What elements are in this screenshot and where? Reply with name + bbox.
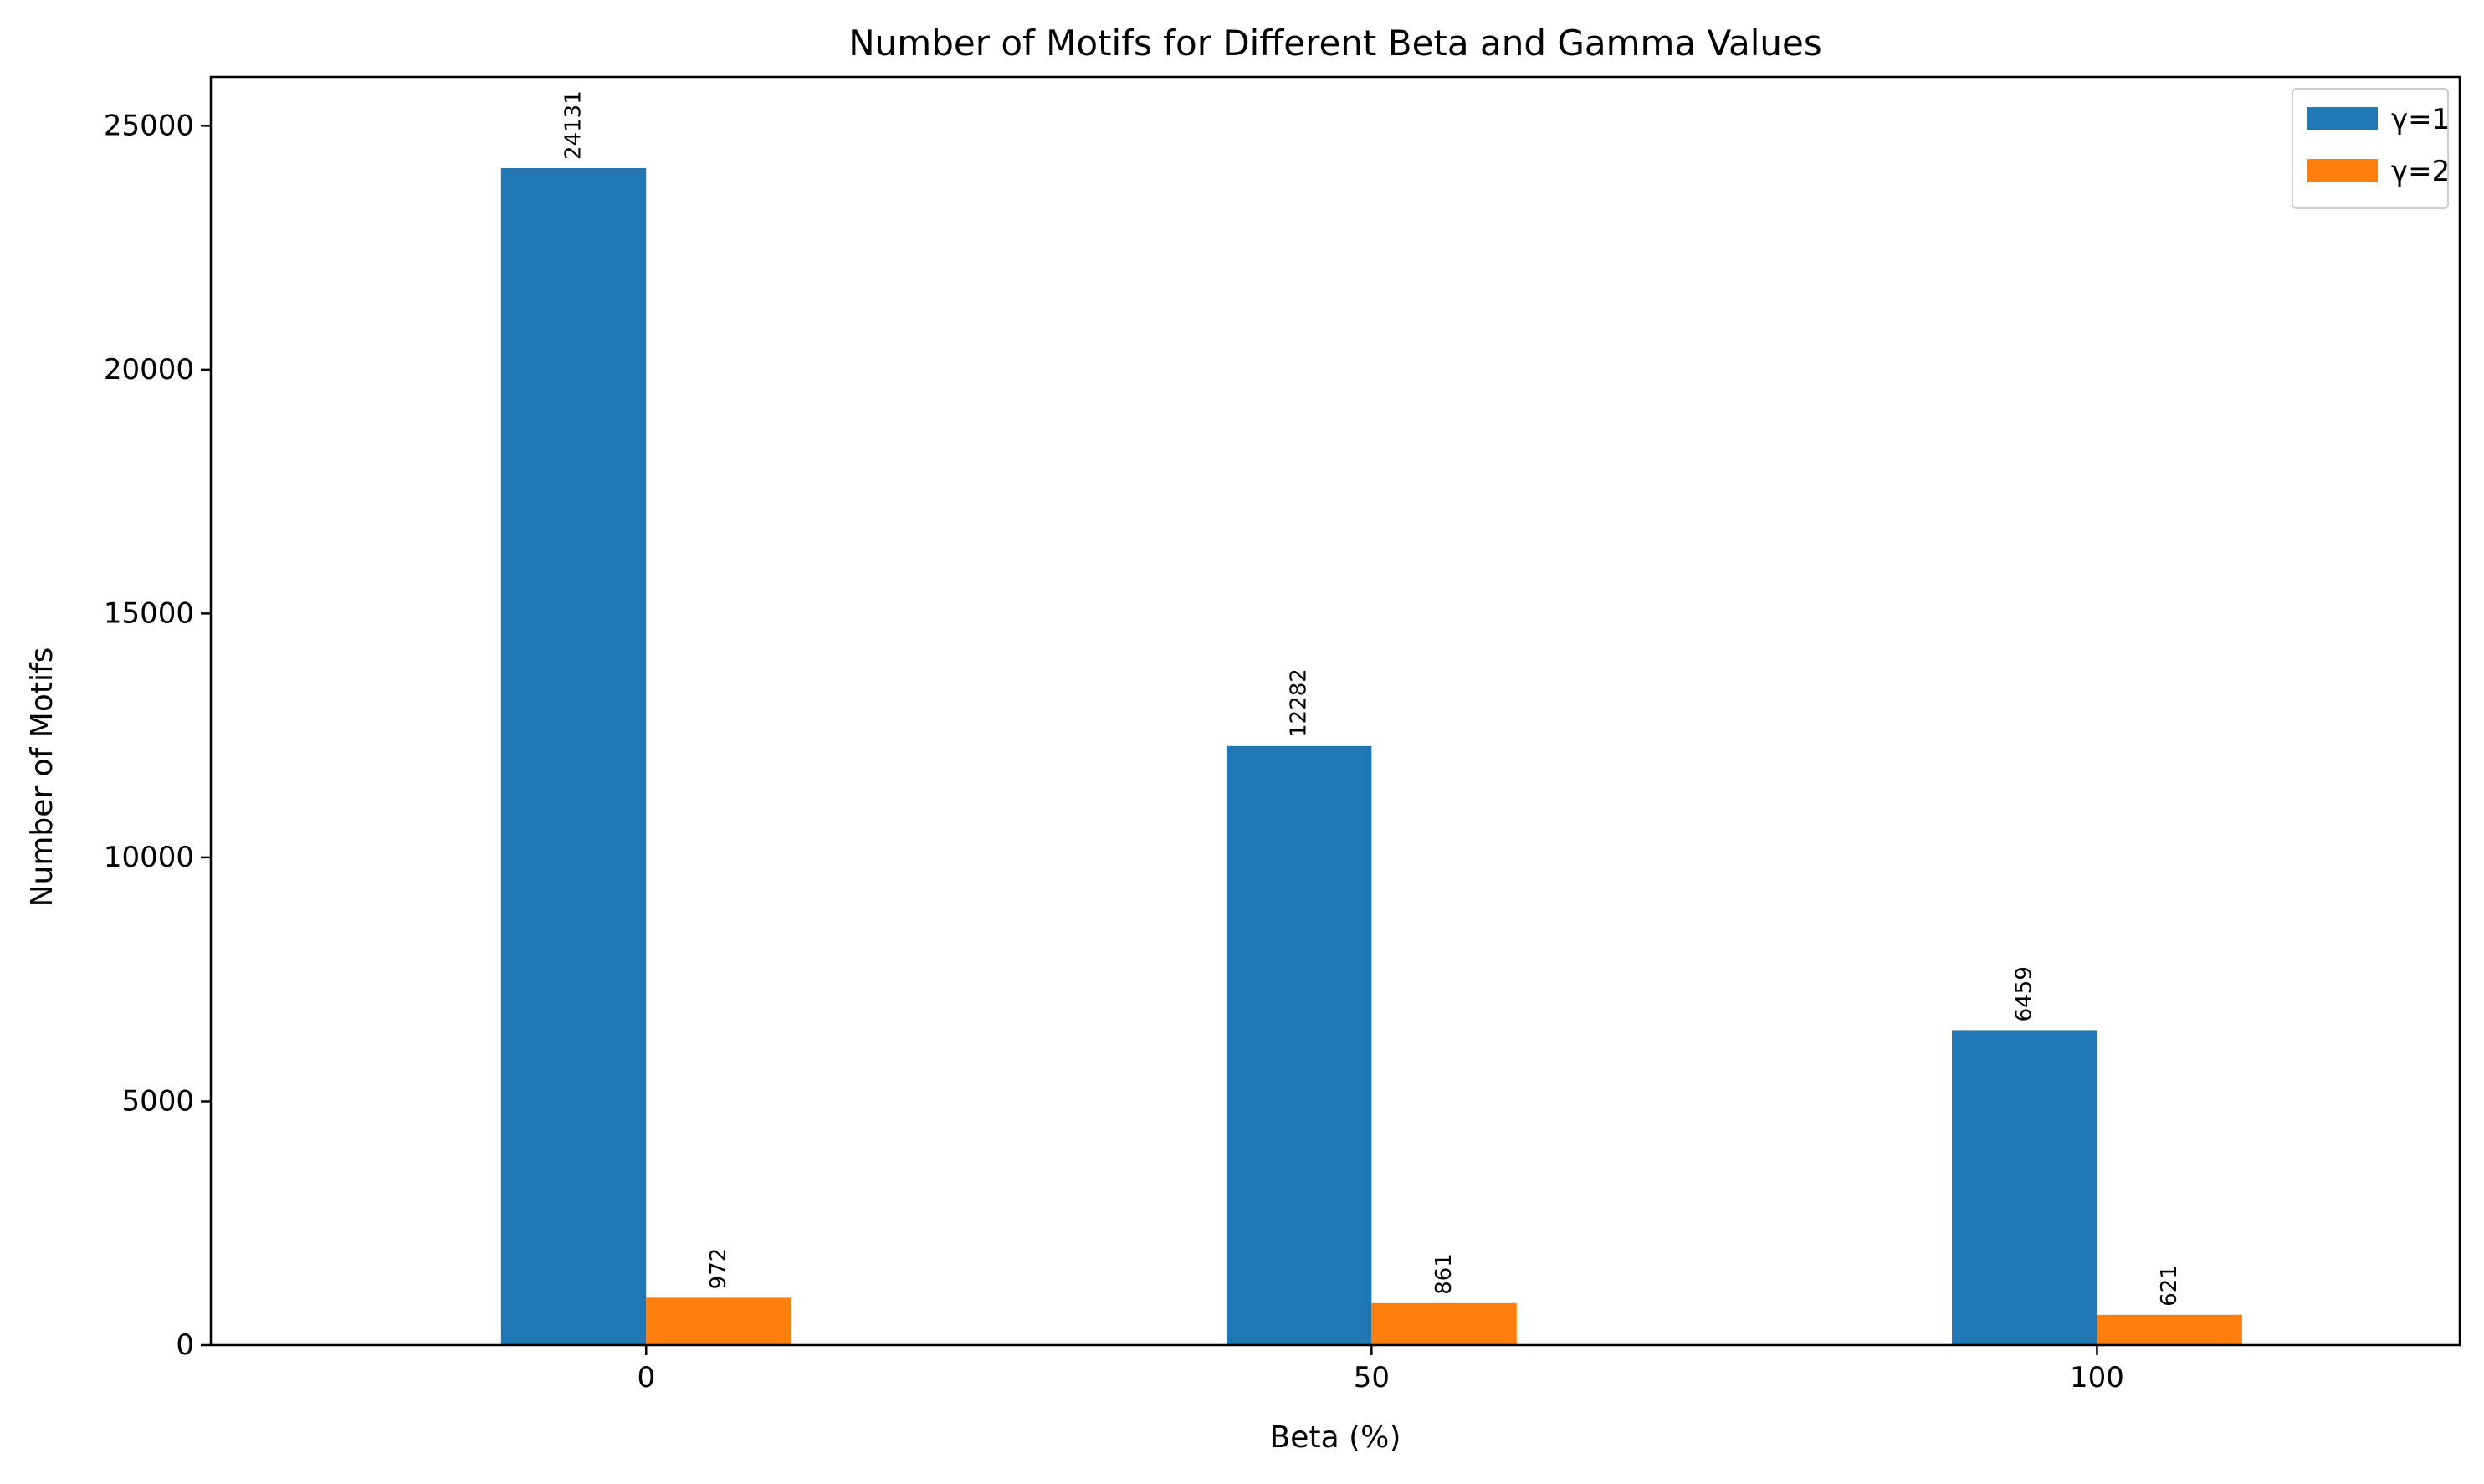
- legend-swatch-series2: [2307, 159, 2378, 182]
- y-tick-label: 10000: [104, 841, 194, 874]
- y-axis-ticks: 0 5000 10000 15000 20000 25000: [104, 109, 211, 1362]
- bar-value-label: 6459: [2012, 966, 2037, 1021]
- bar-value-label: 12282: [1287, 668, 1312, 738]
- bar-series1-0: [500, 167, 647, 1346]
- plot-area-frame: [209, 75, 2461, 1347]
- legend-label-series1: γ=1: [2391, 103, 2450, 136]
- x-tick-label: 0: [637, 1361, 655, 1394]
- value-labels-layer: 24131 12282 6459 972 861 621: [561, 90, 2183, 1307]
- y-tick-label: 20000: [104, 353, 194, 386]
- x-tick-label: 50: [1354, 1361, 1390, 1394]
- legend-swatch-series1: [2307, 107, 2378, 130]
- bar-value-label: 24131: [561, 90, 586, 160]
- bar-value-label: 621: [2157, 1265, 2182, 1307]
- bar-series2-100: [2097, 1314, 2242, 1345]
- y-tick-label: 0: [176, 1328, 194, 1362]
- chart-title: Number of Motifs for Different Beta and …: [848, 23, 1822, 64]
- bar-series2-50: [1371, 1302, 1517, 1345]
- legend: γ=1 γ=2: [2292, 88, 2450, 209]
- bar-series2-0: [646, 1297, 791, 1345]
- bar-series1-50: [1226, 745, 1372, 1345]
- bar-value-label: 972: [706, 1248, 731, 1290]
- y-axis-label: Number of Motifs: [25, 647, 59, 908]
- bar-value-label: 861: [1432, 1253, 1457, 1295]
- x-tick-label: 100: [2070, 1361, 2124, 1394]
- bars-layer: [500, 167, 2242, 1346]
- y-tick-label: 25000: [104, 109, 194, 142]
- x-axis-label: Beta (%): [1270, 1420, 1401, 1455]
- bar-series1-100: [1952, 1030, 2097, 1345]
- legend-label-series2: γ=2: [2391, 155, 2450, 188]
- y-tick-label: 15000: [104, 596, 194, 630]
- x-axis-ticks: 0 50 100: [637, 1345, 2124, 1394]
- y-tick-label: 5000: [121, 1084, 194, 1118]
